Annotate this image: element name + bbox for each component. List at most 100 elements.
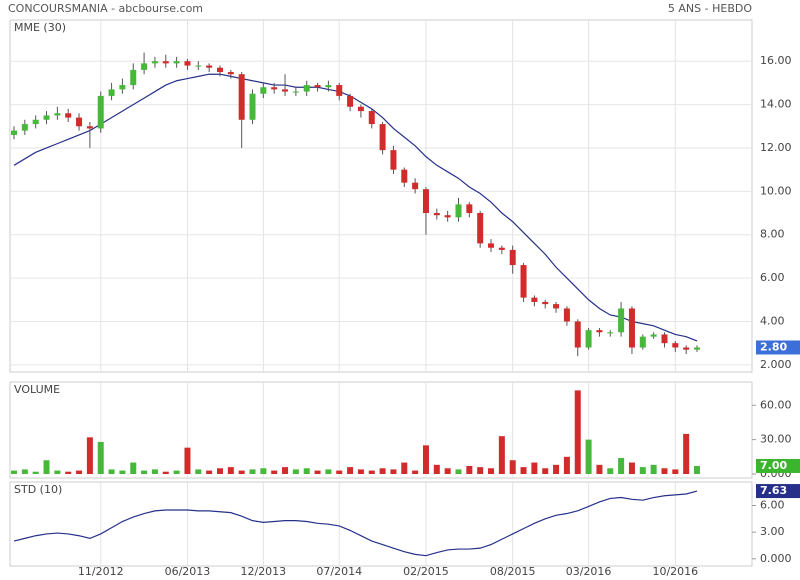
candle-body xyxy=(422,189,429,214)
volume-bar xyxy=(141,470,148,474)
volume-bar xyxy=(488,468,495,474)
volume-bar xyxy=(650,464,657,474)
candle-body xyxy=(65,113,72,118)
x-tick-label: 07/2014 xyxy=(316,565,362,578)
volume-bar xyxy=(292,469,299,474)
volume-bar xyxy=(433,464,440,474)
candle-body xyxy=(336,85,343,96)
value-box xyxy=(756,340,800,355)
candle-body xyxy=(553,304,560,309)
panel-label: MME (30) xyxy=(14,21,66,34)
candle-body xyxy=(97,95,104,129)
y-tick-label: 16.00 xyxy=(760,54,792,67)
volume-bar xyxy=(32,471,39,474)
volume-bar xyxy=(553,464,560,474)
candle-body xyxy=(86,126,93,129)
candle-body xyxy=(639,336,646,348)
volume-bar xyxy=(628,462,635,474)
candle-body xyxy=(455,204,462,218)
std-line xyxy=(13,490,698,557)
panel-label: VOLUME xyxy=(14,383,60,396)
candle-body xyxy=(628,308,635,348)
candle-body xyxy=(249,93,256,120)
volume-bar xyxy=(184,447,191,474)
candle-body xyxy=(11,130,17,135)
volume-bar xyxy=(401,462,408,474)
volume-bar xyxy=(607,468,614,474)
volume-bar xyxy=(368,470,375,474)
y-tick-label: 0.000 xyxy=(760,552,792,565)
candle-body xyxy=(151,61,158,64)
candle-body xyxy=(141,63,148,70)
panel xyxy=(9,381,753,479)
candle-body xyxy=(574,321,581,348)
volume-bar xyxy=(43,460,50,474)
volume-bar xyxy=(238,470,245,474)
candle-body xyxy=(618,308,625,333)
volume-bar xyxy=(520,467,527,474)
volume-bar xyxy=(531,462,538,474)
volume-bar xyxy=(357,469,364,474)
y-tick-label: 14.00 xyxy=(760,98,792,111)
y-tick-label: 60.00 xyxy=(760,398,792,411)
panel xyxy=(9,481,753,567)
volume-bar xyxy=(173,470,180,474)
candle-body xyxy=(32,119,39,125)
candle-body xyxy=(498,247,505,250)
candle-body xyxy=(401,169,408,183)
y-tick-label: 6.00 xyxy=(760,271,785,284)
candle-body xyxy=(314,85,321,88)
candle-body xyxy=(542,301,549,305)
volume-bar xyxy=(509,460,516,474)
value-label: 7.00 xyxy=(760,459,787,472)
volume-bar xyxy=(336,470,343,474)
volume-bar xyxy=(585,439,592,474)
y-tick-label: 6.00 xyxy=(760,499,785,512)
page-title: CONCOURSMANIA - abcbourse.com xyxy=(8,2,203,15)
volume-bar xyxy=(108,469,115,474)
candle-body xyxy=(76,117,83,127)
volume-bar xyxy=(76,470,83,474)
candle-body xyxy=(520,265,527,298)
candle-body xyxy=(238,74,245,120)
candle-body xyxy=(357,106,364,112)
volume-bar xyxy=(498,436,505,474)
candle-body xyxy=(488,243,495,248)
volume-bar xyxy=(694,465,700,474)
candle-body xyxy=(21,124,28,131)
candle-body xyxy=(347,95,354,107)
volume-bar xyxy=(130,462,137,474)
candle-body xyxy=(184,61,191,66)
candle-body xyxy=(119,85,126,90)
candle-body xyxy=(379,124,386,151)
volume-bar xyxy=(282,467,289,474)
volume-bar xyxy=(206,470,213,474)
candle-body xyxy=(585,330,592,348)
candle-body xyxy=(54,113,61,116)
candle-body xyxy=(672,343,679,348)
candle-body xyxy=(292,91,299,93)
candle-body xyxy=(260,87,267,94)
volume-bar xyxy=(477,467,484,474)
volume-bar xyxy=(65,471,72,474)
volume-bar xyxy=(11,470,17,474)
volume-bar xyxy=(151,469,158,474)
candle-body xyxy=(661,334,668,344)
candle-body xyxy=(43,115,50,120)
volume-bar xyxy=(325,469,332,474)
candle-body xyxy=(433,213,440,216)
x-tick-label: 08/2015 xyxy=(490,565,536,578)
volume-bar xyxy=(21,469,28,474)
volume-bar xyxy=(379,468,386,474)
candle-body xyxy=(227,72,234,75)
y-tick-label: 12.00 xyxy=(760,141,792,154)
volume-bar xyxy=(661,468,668,474)
x-tick-label: 06/2013 xyxy=(165,565,211,578)
candle-body xyxy=(108,89,115,96)
volume-bar xyxy=(216,468,223,474)
volume-bar xyxy=(162,471,169,474)
candle-body xyxy=(607,332,614,334)
y-tick-label: 8.00 xyxy=(760,228,785,241)
candle-body xyxy=(531,297,538,302)
candle-body xyxy=(325,85,332,88)
